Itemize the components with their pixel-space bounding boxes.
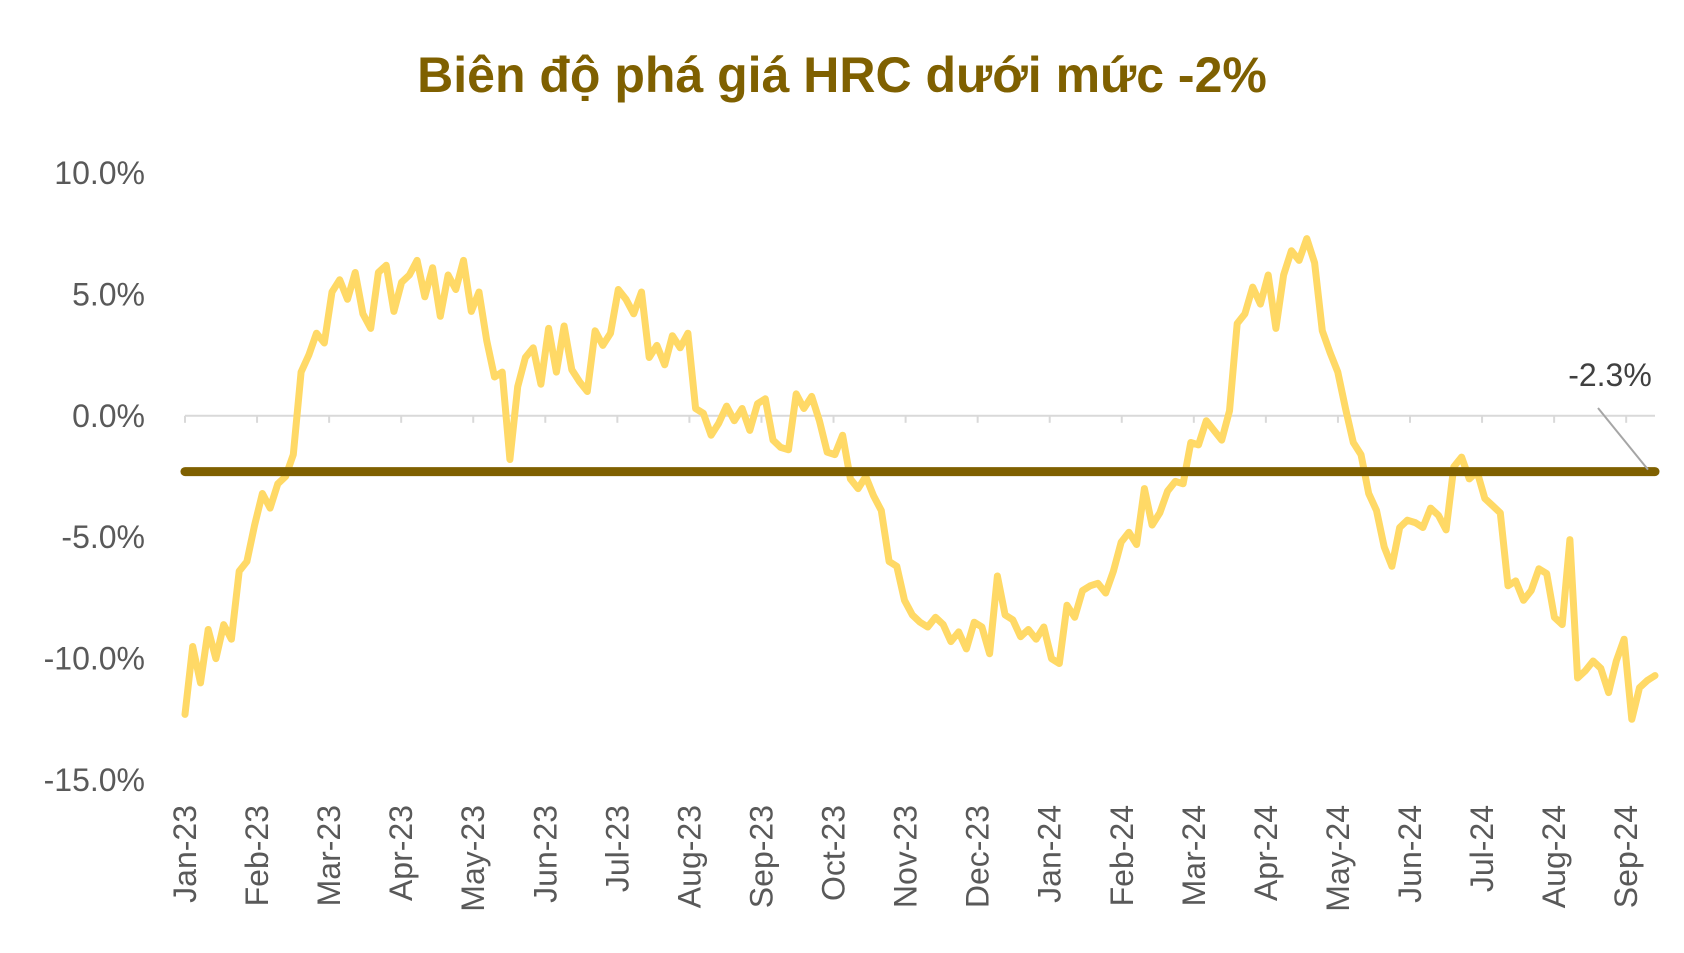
series-layer	[180, 235, 1660, 723]
x-tick-label: Oct-23	[816, 805, 852, 901]
series-line-hrc-margin	[181, 235, 1659, 723]
x-tick-label: May-24	[1320, 805, 1356, 912]
y-tick-label: -10.0%	[44, 641, 145, 677]
x-tick-label: Nov-23	[888, 805, 924, 908]
y-axis: 10.0% 5.0% 0.0% -5.0% -10.0% -15.0%	[44, 155, 145, 798]
x-tick-label: Sep-23	[743, 805, 779, 908]
x-tick-label: May-23	[455, 805, 491, 912]
y-tick-label: 10.0%	[54, 155, 145, 191]
y-tick-label: -5.0%	[61, 519, 145, 555]
x-axis: Jan-23 Feb-23 Mar-23 Apr-23 May-23 Jun-23 Jul-…	[167, 414, 1655, 912]
y-tick-label: 5.0%	[72, 276, 145, 312]
x-tick-label: Mar-23	[311, 805, 347, 906]
x-tick-label: Sep-24	[1608, 805, 1644, 908]
x-tick-label: Jun-24	[1392, 805, 1428, 903]
x-tick-label: Feb-23	[239, 805, 275, 906]
annotation-leader-line	[1597, 407, 1649, 471]
x-tick-label: Dec-23	[960, 805, 996, 908]
y-tick-label: -15.0%	[44, 762, 145, 798]
x-tick-label: Aug-23	[671, 805, 707, 908]
x-tick-label: Apr-24	[1248, 805, 1284, 901]
x-tick-label: Jun-23	[527, 805, 563, 903]
x-tick-label: Feb-24	[1104, 805, 1140, 906]
x-tick-label: Apr-23	[383, 805, 419, 901]
x-tick-label: Aug-24	[1536, 805, 1572, 908]
x-tick-label: Jan-23	[167, 805, 203, 903]
x-tick-label: Mar-24	[1176, 805, 1212, 906]
x-tick-label: Jan-24	[1032, 805, 1068, 903]
x-tick-label: Jul-23	[599, 805, 635, 892]
annotation-layer: -2.3%	[1568, 357, 1652, 471]
annotation-label: -2.3%	[1568, 357, 1652, 393]
x-tick-label: Jul-24	[1464, 805, 1500, 892]
y-tick-label: 0.0%	[72, 398, 145, 434]
chart-title: Biên độ phá giá HRC dưới mức -2%	[417, 47, 1267, 103]
